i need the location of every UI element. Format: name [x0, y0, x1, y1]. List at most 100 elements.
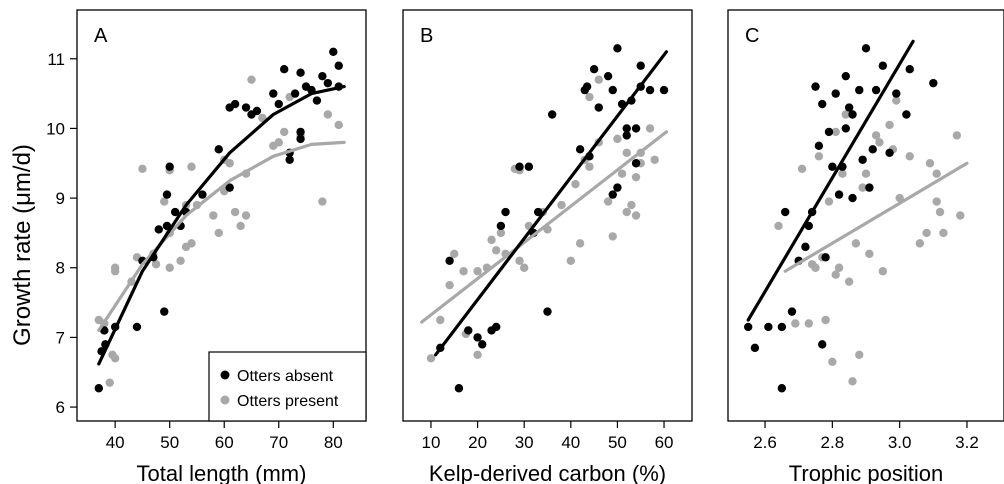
point-otters-absent — [750, 343, 760, 353]
legend-label-otters-absent: Otters absent — [237, 368, 334, 385]
point-otters-present — [878, 267, 888, 276]
point-otters-absent — [524, 162, 534, 171]
point-otters-absent — [848, 110, 857, 119]
point-otters-present — [622, 207, 631, 217]
point-otters-absent — [323, 78, 333, 88]
point-otters-present — [650, 155, 659, 164]
point-otters-present — [473, 350, 482, 360]
point-otters-present — [858, 183, 867, 192]
point-otters-present — [585, 162, 594, 171]
point-otters-present — [791, 319, 800, 328]
point-otters-absent — [622, 124, 631, 133]
point-otters-present — [905, 152, 914, 161]
point-otters-present — [804, 319, 813, 328]
y-tick-label: 11 — [47, 50, 65, 69]
legend-label-otters-present: Otters present — [237, 393, 339, 410]
point-otters-absent — [828, 162, 837, 171]
point-otters-present — [187, 239, 196, 248]
plot-area — [743, 39, 969, 393]
x-axis-label: Kelp-derived carbon (%) — [429, 461, 666, 484]
point-otters-present — [841, 110, 851, 119]
point-otters-present — [608, 232, 617, 241]
point-otters-absent — [225, 183, 234, 192]
point-otters-present — [603, 197, 613, 206]
y-tick-label: 8 — [56, 259, 65, 278]
plot-area — [420, 44, 669, 393]
point-otters-present — [557, 200, 566, 210]
point-otters-absent — [214, 145, 223, 154]
point-otters-absent — [818, 99, 827, 109]
point-otters-absent — [777, 322, 787, 332]
point-otters-present — [925, 159, 935, 168]
point-otters-present — [824, 197, 834, 206]
point-otters-absent — [861, 44, 871, 53]
point-otters-present — [473, 267, 482, 276]
point-otters-absent — [575, 145, 585, 154]
point-otters-absent — [100, 326, 109, 335]
point-otters-absent — [464, 326, 473, 335]
point-otters-absent — [636, 61, 645, 70]
point-otters-present — [515, 256, 524, 265]
point-otters-present — [519, 263, 529, 272]
point-otters-present — [258, 113, 267, 123]
point-otters-present — [236, 221, 245, 231]
point-otters-present — [952, 131, 962, 140]
point-otters-absent — [515, 162, 524, 171]
x-tick-label: 60 — [655, 433, 674, 452]
point-otters-present — [956, 211, 965, 220]
plot-frame — [402, 9, 693, 422]
point-otters-absent — [878, 61, 888, 70]
point-otters-present — [110, 263, 120, 272]
point-otters-present — [110, 354, 120, 363]
point-otters-absent — [274, 99, 283, 109]
legend-marker-otters-absent — [220, 370, 230, 380]
point-otters-present — [935, 207, 945, 217]
point-otters-absent — [280, 65, 289, 74]
point-otters-absent — [454, 384, 464, 393]
point-otters-present — [613, 134, 622, 144]
point-otters-absent — [132, 322, 142, 332]
x-tick-label: 80 — [324, 433, 343, 452]
point-otters-absent — [814, 141, 824, 151]
point-otters-absent — [858, 155, 867, 164]
point-otters-absent — [170, 207, 180, 217]
point-otters-present — [797, 164, 807, 174]
point-otters-present — [932, 197, 941, 206]
point-otters-absent — [296, 127, 305, 137]
panel-label: B — [420, 25, 433, 47]
point-otters-absent — [929, 78, 938, 88]
point-otters-present — [834, 263, 844, 272]
point-otters-present — [209, 211, 218, 220]
x-tick-label: 40 — [561, 433, 580, 452]
point-otters-absent — [296, 68, 305, 77]
fit-line-otters-present — [420, 130, 668, 324]
point-otters-absent — [905, 65, 914, 74]
point-otters-present — [445, 280, 454, 290]
point-otters-present — [247, 75, 256, 84]
point-otters-absent — [818, 340, 827, 349]
x-tick-label: 10 — [422, 433, 441, 452]
point-otters-absent — [801, 242, 810, 252]
x-tick-label: 20 — [468, 433, 487, 452]
plot-frame — [727, 9, 1004, 422]
point-otters-present — [487, 235, 496, 245]
point-otters-present — [151, 260, 161, 269]
point-otters-absent — [811, 82, 820, 91]
x-tick-label: 3.0 — [888, 433, 912, 452]
panel-a: A 40 50 60 70 80 Total length (mm) 6 7 8 9 10 11 Otte… — [46, 9, 367, 484]
point-otters-present — [631, 172, 641, 182]
point-otters-absent — [492, 322, 501, 332]
y-tick-label: 9 — [56, 189, 65, 208]
point-otters-absent — [329, 47, 338, 56]
point-otters-absent — [892, 89, 901, 98]
point-otters-present — [318, 197, 327, 206]
point-otters-present — [459, 267, 468, 276]
fit-line-otters-present — [783, 161, 969, 273]
point-otters-absent — [871, 85, 881, 95]
fit-line-otters-absent — [97, 85, 346, 366]
legend: Otters absent Otters present — [208, 351, 367, 422]
point-otters-absent — [885, 148, 894, 158]
point-otters-absent — [496, 221, 506, 231]
point-otters-present — [617, 169, 627, 178]
x-tick-label: 2.6 — [753, 433, 777, 452]
